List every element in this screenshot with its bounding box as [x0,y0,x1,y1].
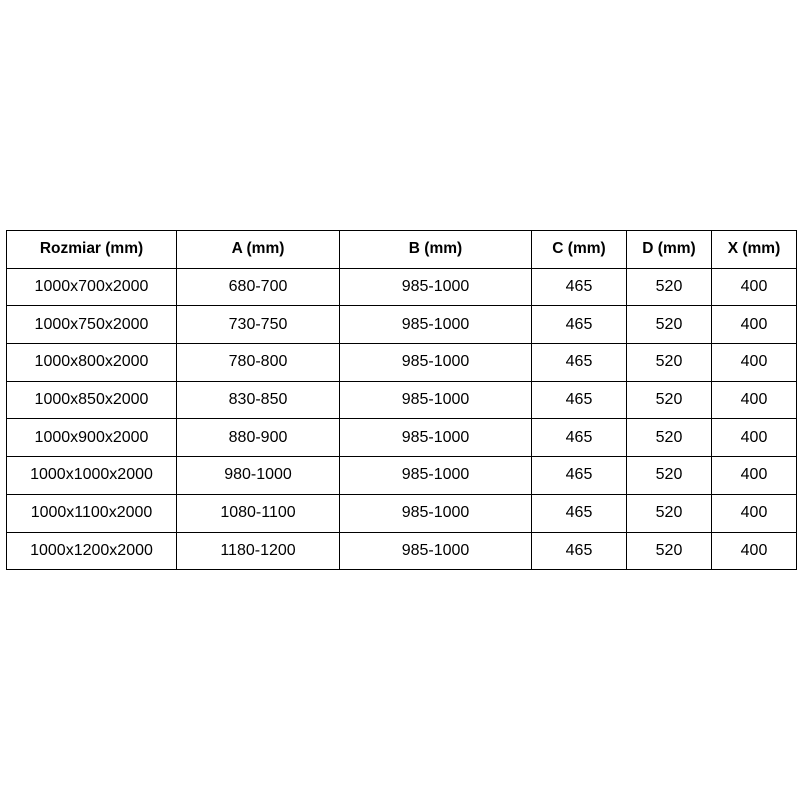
table-cell: 520 [626,531,712,571]
table-row: 1000x750x2000 730-750 985-1000 465 520 400 [6,305,797,345]
table-cell: 520 [626,456,712,495]
table-cell: 1000x800x2000 [6,343,177,382]
table-cell: 520 [626,493,712,533]
table-cell: 985-1000 [339,305,532,345]
table-row: 1000x900x2000 880-900 985-1000 465 520 400 [6,418,797,458]
table-cell: 985-1000 [339,380,532,420]
table-cell: 400 [711,343,797,382]
column-header: B (mm) [339,230,532,269]
table-cell: 465 [531,418,627,458]
table-cell: 400 [711,456,797,495]
table-cell: 465 [531,531,627,571]
table-cell: 520 [626,305,712,345]
header-row: Rozmiar (mm) A (mm) B (mm) C (mm) D (mm) X (m… [6,230,797,269]
table-cell: 1000x900x2000 [6,418,177,458]
table-cell: 980-1000 [176,456,340,495]
table-row: 1000x1000x2000 980-1000 985-1000 465 520 400 [6,456,797,495]
column-header: A (mm) [176,230,340,269]
table-cell: 465 [531,380,627,420]
table-cell: 465 [531,493,627,533]
table-cell: 1000x850x2000 [6,380,177,420]
table-cell: 520 [626,418,712,458]
dimensions-table: Rozmiar (mm) A (mm) B (mm) C (mm) D (mm) X (m… [6,230,797,571]
table-cell: 400 [711,493,797,533]
column-header: X (mm) [711,230,797,269]
table-row: 1000x1200x2000 1180-1200 985-1000 465 520 400 [6,531,797,571]
table-cell: 1000x1000x2000 [6,456,177,495]
table-cell: 985-1000 [339,531,532,571]
table-cell: 465 [531,267,627,307]
table-row: 1000x850x2000 830-850 985-1000 465 520 400 [6,380,797,420]
table-cell: 780-800 [176,343,340,382]
table-cell: 465 [531,456,627,495]
table-cell: 1000x750x2000 [6,305,177,345]
table-cell: 1080-1100 [176,493,340,533]
table-cell: 465 [531,305,627,345]
table-cell: 400 [711,305,797,345]
table-cell: 730-750 [176,305,340,345]
table-cell: 1180-1200 [176,531,340,571]
table-cell: 520 [626,380,712,420]
table-cell: 985-1000 [339,493,532,533]
table-cell: 985-1000 [339,456,532,495]
table-cell: 400 [711,531,797,571]
table-cell: 985-1000 [339,418,532,458]
table-cell: 880-900 [176,418,340,458]
table-cell: 400 [711,380,797,420]
table-cell: 985-1000 [339,343,532,382]
table-cell: 520 [626,267,712,307]
table-row: 1000x800x2000 780-800 985-1000 465 520 400 [6,343,797,382]
table-row: 1000x1100x2000 1080-1100 985-1000 465 520 400 [6,493,797,533]
column-header: Rozmiar (mm) [6,230,177,269]
table-cell: 400 [711,267,797,307]
column-header: D (mm) [626,230,712,269]
table-cell: 985-1000 [339,267,532,307]
table-row: 1000x700x2000 680-700 985-1000 465 520 400 [6,267,797,307]
table-cell: 520 [626,343,712,382]
table-cell: 1000x1100x2000 [6,493,177,533]
table-cell: 1000x700x2000 [6,267,177,307]
table-cell: 400 [711,418,797,458]
table-cell: 1000x1200x2000 [6,531,177,571]
table-cell: 830-850 [176,380,340,420]
table-cell: 680-700 [176,267,340,307]
column-header: C (mm) [531,230,627,269]
table-cell: 465 [531,343,627,382]
